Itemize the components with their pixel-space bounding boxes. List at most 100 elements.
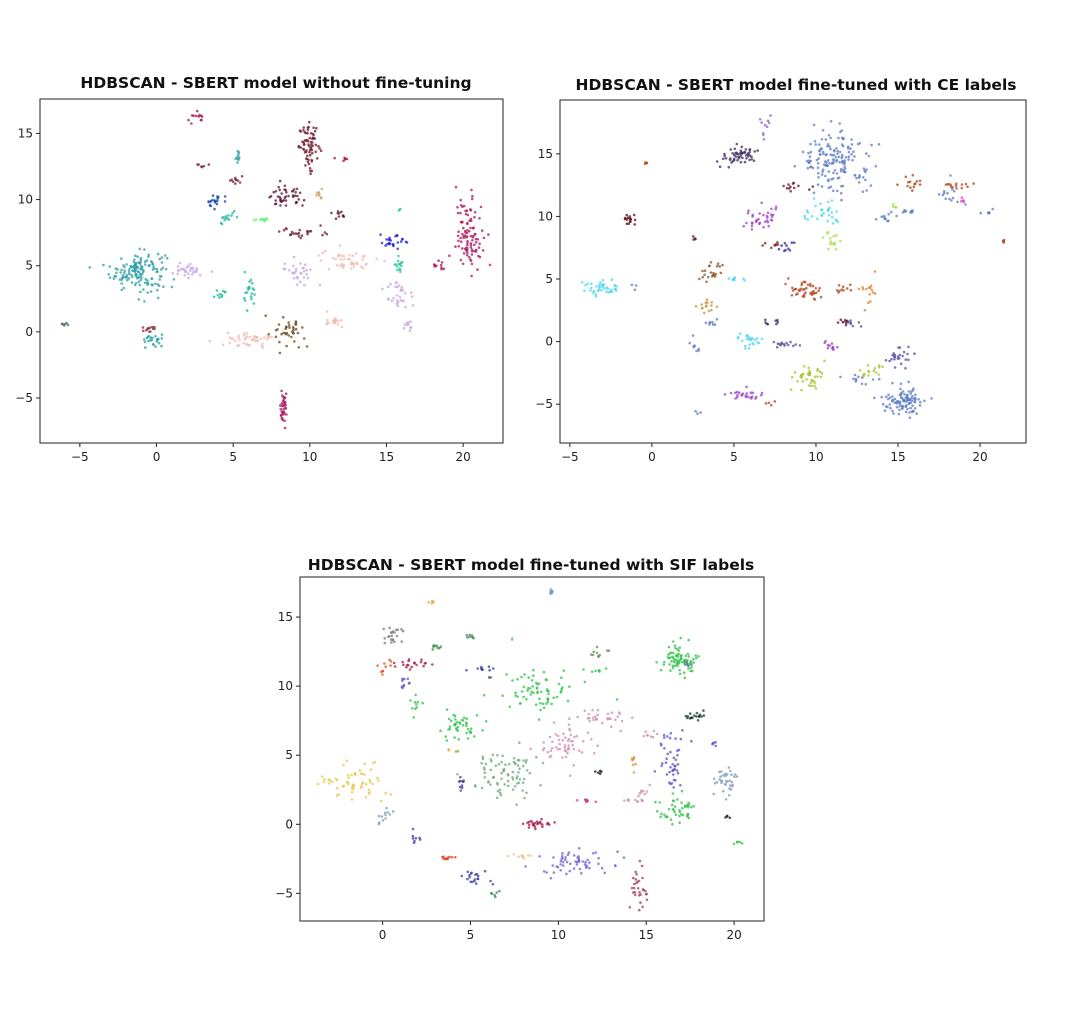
data-point — [972, 182, 975, 185]
data-point — [527, 676, 530, 679]
data-point — [955, 182, 958, 185]
data-point — [719, 271, 723, 275]
data-point — [302, 337, 306, 340]
cluster — [207, 194, 227, 211]
data-point — [189, 262, 192, 266]
data-point — [868, 286, 872, 290]
data-point — [681, 660, 684, 664]
data-point — [243, 270, 246, 274]
data-point — [703, 311, 706, 315]
data-point — [710, 275, 714, 278]
data-point — [311, 151, 314, 155]
x-tick-label: 0 — [379, 928, 387, 942]
data-point — [695, 349, 698, 353]
cluster — [896, 173, 922, 192]
data-point — [671, 808, 675, 811]
data-point — [888, 359, 891, 363]
cluster — [694, 298, 719, 315]
data-point — [801, 150, 805, 154]
data-point — [279, 204, 282, 207]
data-point — [220, 295, 223, 299]
data-point — [633, 893, 637, 897]
data-point — [297, 235, 301, 238]
data-point — [383, 811, 387, 815]
data-point — [586, 858, 589, 862]
data-point — [832, 171, 835, 175]
data-point — [769, 114, 772, 117]
data-point — [841, 184, 845, 188]
cluster — [937, 174, 967, 206]
data-point — [396, 304, 400, 308]
data-point — [489, 879, 492, 883]
data-point — [400, 286, 404, 289]
data-point — [551, 740, 554, 744]
data-point — [839, 167, 843, 171]
data-point — [571, 743, 574, 747]
data-point — [671, 664, 674, 668]
cluster — [628, 859, 649, 912]
data-point — [747, 346, 751, 350]
data-point — [340, 262, 344, 266]
data-point — [724, 798, 728, 801]
data-point — [506, 854, 510, 858]
data-point — [810, 215, 814, 218]
data-point — [594, 717, 598, 721]
data-point — [626, 798, 629, 802]
data-point — [382, 627, 386, 631]
cluster — [376, 658, 393, 676]
data-point — [764, 402, 768, 405]
data-point — [906, 407, 909, 411]
data-point — [632, 876, 635, 880]
data-point — [866, 364, 870, 367]
data-point — [575, 799, 579, 802]
data-point — [827, 200, 830, 204]
data-point — [867, 369, 870, 373]
data-point — [601, 721, 604, 725]
data-point — [577, 847, 581, 850]
data-point — [501, 694, 504, 697]
data-point — [311, 136, 315, 139]
data-point — [813, 375, 817, 379]
data-point — [634, 870, 637, 874]
data-point — [839, 375, 842, 379]
data-point — [129, 266, 132, 269]
data-point — [826, 343, 830, 347]
data-point — [546, 821, 550, 825]
data-point — [302, 126, 306, 129]
data-point — [284, 227, 288, 230]
data-point — [896, 400, 900, 403]
data-point — [233, 176, 237, 180]
data-point — [653, 770, 657, 773]
data-point — [266, 335, 269, 338]
data-point — [139, 290, 142, 294]
data-point — [139, 272, 142, 276]
data-point — [861, 190, 865, 193]
data-point — [284, 204, 288, 207]
data-point — [750, 395, 754, 398]
data-point — [625, 213, 629, 217]
data-point — [302, 198, 306, 202]
data-point — [911, 394, 914, 398]
data-point — [888, 403, 891, 406]
data-point — [360, 785, 363, 788]
data-point — [594, 800, 598, 804]
data-point — [142, 288, 145, 291]
data-point — [423, 662, 427, 665]
data-point — [397, 254, 400, 258]
data-point — [616, 850, 619, 853]
data-point — [411, 837, 415, 840]
data-point — [293, 194, 297, 197]
data-point — [762, 133, 765, 137]
data-point — [749, 391, 753, 395]
data-point — [839, 191, 843, 195]
data-point — [312, 133, 315, 137]
data-point — [677, 662, 680, 665]
data-point — [814, 287, 818, 290]
data-point — [498, 889, 501, 893]
cluster — [521, 817, 556, 831]
data-point — [385, 806, 388, 810]
data-point — [341, 214, 345, 218]
data-point — [287, 321, 291, 324]
data-point — [285, 413, 288, 416]
